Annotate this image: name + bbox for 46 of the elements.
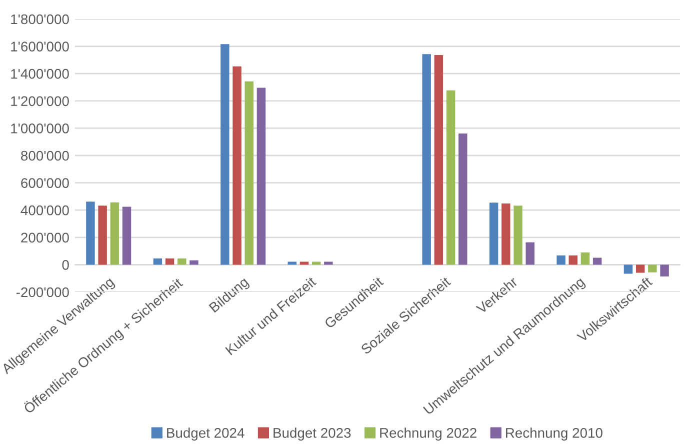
bar bbox=[458, 134, 468, 265]
bar bbox=[86, 202, 95, 265]
bar bbox=[446, 90, 456, 265]
bar bbox=[244, 81, 254, 265]
bar bbox=[312, 262, 321, 265]
y-tick-label: 1'400'000 bbox=[11, 68, 69, 79]
bar bbox=[568, 255, 578, 265]
bar bbox=[422, 54, 431, 265]
bar bbox=[178, 258, 186, 265]
bar bbox=[489, 202, 498, 265]
y-tick-label: 0 bbox=[62, 260, 69, 270]
bar bbox=[580, 252, 590, 265]
bar bbox=[514, 206, 522, 265]
bar bbox=[110, 202, 120, 265]
bar bbox=[256, 88, 266, 265]
bar bbox=[300, 262, 309, 265]
bar bbox=[502, 204, 510, 265]
bar bbox=[153, 258, 162, 265]
y-tick-label: 200'000 bbox=[21, 232, 69, 243]
bar bbox=[288, 262, 296, 265]
y-tick-label: 600'000 bbox=[21, 178, 69, 188]
bar bbox=[98, 206, 107, 265]
bar bbox=[660, 264, 669, 276]
y-tick-label: 1'600'000 bbox=[11, 42, 69, 52]
y-tick-label: 400'000 bbox=[20, 205, 69, 216]
bar bbox=[324, 262, 333, 265]
y-tick-label: 1'800'000 bbox=[11, 14, 69, 24]
bar bbox=[526, 242, 534, 265]
legend-label: Rechnung 2022 bbox=[380, 428, 476, 441]
y-tick-label: 1'200'000 bbox=[11, 96, 69, 106]
bar bbox=[434, 55, 444, 265]
bar bbox=[122, 206, 132, 265]
bar bbox=[592, 258, 602, 265]
y-tick-label: 800'000 bbox=[21, 150, 69, 161]
legend-label: Rechnung 2010 bbox=[506, 428, 602, 441]
bar bbox=[220, 44, 230, 265]
y-tick-label: 1'000'000 bbox=[11, 124, 69, 134]
bar bbox=[624, 264, 633, 274]
bar bbox=[648, 264, 657, 272]
bar bbox=[165, 258, 174, 265]
bar bbox=[636, 264, 645, 273]
bar bbox=[556, 255, 566, 265]
bar bbox=[190, 260, 198, 265]
legend-label: Budget 2024 bbox=[167, 428, 244, 441]
legend-label: Budget 2023 bbox=[274, 428, 351, 441]
bar bbox=[232, 66, 242, 265]
